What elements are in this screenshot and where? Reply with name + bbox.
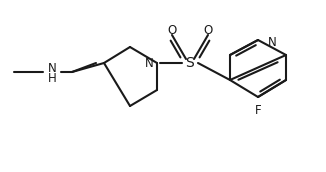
Text: N: N (145, 56, 153, 69)
Text: H: H (48, 72, 56, 84)
Text: O: O (203, 24, 213, 36)
Text: N: N (268, 35, 276, 49)
Text: O: O (167, 24, 177, 36)
Text: N: N (48, 62, 56, 74)
Text: S: S (185, 56, 194, 70)
Text: F: F (255, 104, 261, 116)
